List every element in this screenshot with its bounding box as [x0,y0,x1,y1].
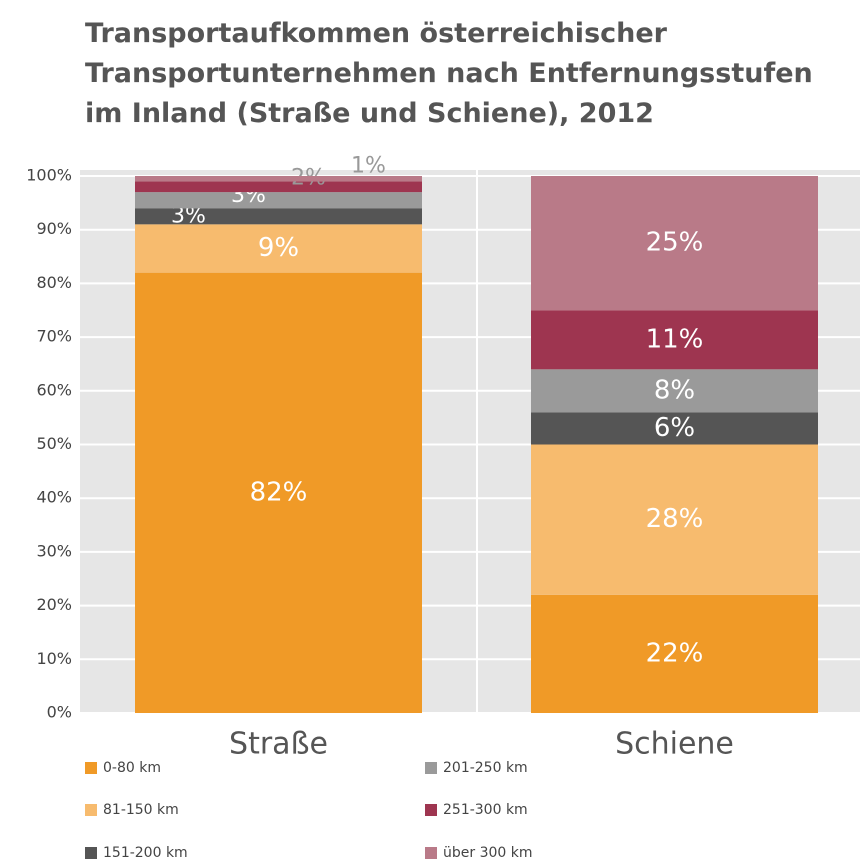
legend-label: 81-150 km [103,802,179,818]
legend-swatch [85,847,97,859]
y-tick-label: 40% [36,488,72,507]
bar-segment [531,594,818,713]
legend-swatch [85,804,97,816]
y-tick-label: 10% [36,649,72,668]
value-label: 28% [646,504,704,534]
y-tick-label: 0% [47,703,72,722]
x-tick-label: Schiene [615,727,734,762]
chart-title: Transportaufkommen österreichischer Tran… [85,18,813,129]
y-tick-label: 50% [36,434,72,453]
legend-label: 201-250 km [443,760,528,776]
legend-swatch [85,762,97,774]
legend-swatch [425,804,437,816]
y-tick-label: 60% [36,380,72,399]
value-label: 22% [646,638,704,668]
value-label: 1% [351,154,386,179]
legend-label: 251-300 km [443,802,528,818]
bar-segment [135,208,422,225]
y-tick-label: 20% [36,595,72,614]
y-tick-label: 30% [36,541,72,560]
value-label: 82% [250,477,308,507]
x-tick-label: Straße [229,727,328,762]
legend-label: über 300 km [443,845,533,861]
bar-segment [135,176,422,182]
value-label: 11% [646,324,704,354]
bar-segment [531,369,818,413]
bar-segment [135,272,422,713]
value-label: 25% [646,228,704,258]
bar-segment [531,310,818,370]
bar-segment [135,181,422,193]
legend-swatch [425,847,437,859]
value-label: 9% [258,233,299,263]
y-tick-label: 80% [36,273,72,292]
bar-segment [135,224,422,273]
y-tick-label: 90% [36,219,72,238]
legend-swatch [425,762,437,774]
legend-label: 151-200 km [103,845,188,861]
bar-segment [135,192,422,209]
y-tick-label: 70% [36,327,72,346]
bar-segment [531,176,818,311]
value-label: 8% [654,375,695,405]
bar-segment [531,444,818,595]
value-label: 6% [654,413,695,443]
y-tick-label: 100% [26,166,72,185]
legend-label: 0-80 km [103,760,161,776]
bar-segment [531,412,818,445]
